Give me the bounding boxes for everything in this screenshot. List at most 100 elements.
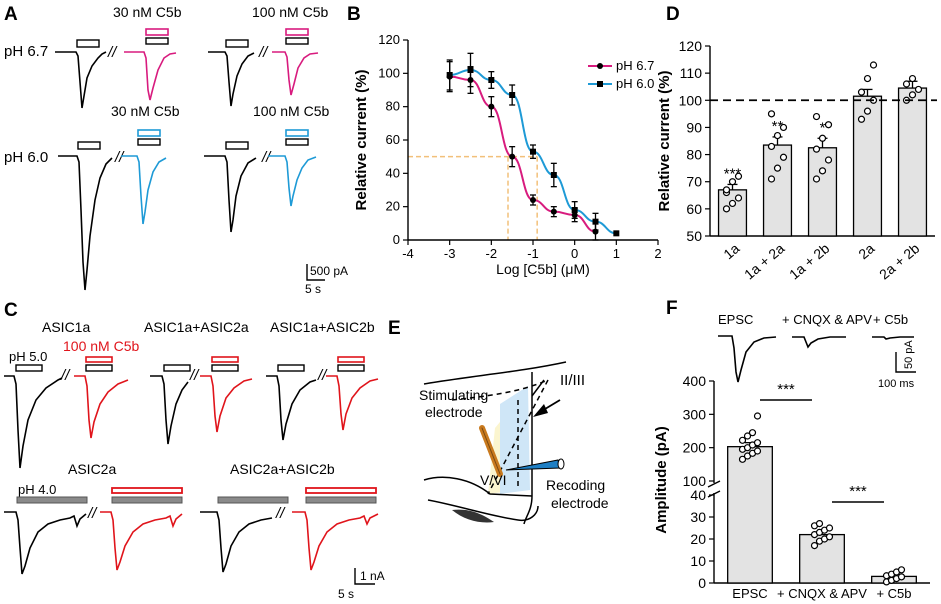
x-tick-label: 1a + 2a (741, 240, 788, 283)
x-tick-label: 2 (654, 246, 661, 261)
y-tick-label: 90 (686, 119, 702, 135)
data-point (767, 142, 776, 151)
x-tick-label: 1 (613, 246, 620, 261)
legend-label: pH 6.7 (616, 58, 654, 73)
recording-electrode-tip (557, 458, 565, 470)
panel-b-label: B (347, 4, 361, 25)
panel-a-label: A (4, 4, 18, 25)
y-tick-label: 10 (690, 553, 706, 569)
panel-c-ph-bar (277, 364, 305, 372)
panel-c-trace-c5b (292, 511, 379, 571)
data-point (908, 74, 917, 83)
panel-f-trace-label-epsc: EPSC (718, 312, 753, 327)
bar (807, 147, 838, 237)
brain-slice-outline (531, 379, 545, 397)
panel-c-title-asic1a-2a: ASIC1a+ASIC2a (144, 319, 249, 335)
data-point (743, 432, 752, 440)
data-point (734, 172, 743, 180)
data-point (825, 533, 834, 541)
x-tick-label: -3 (444, 246, 456, 261)
data-point (734, 194, 743, 202)
bar (762, 144, 793, 237)
data-point (467, 67, 474, 73)
data-point (857, 88, 866, 96)
panel-f-scale-x: 100 ms (878, 378, 915, 390)
bar (717, 189, 748, 237)
panel-c-drug-bar (337, 356, 365, 363)
panel-c-ph-bar (305, 496, 377, 504)
panel-c-trace-control (150, 375, 189, 445)
data-point (779, 123, 788, 132)
y-tick-label: 0 (698, 575, 706, 591)
data-point (728, 199, 737, 208)
y-tick-label: 100 (378, 65, 400, 80)
panel-c-trace-control (4, 375, 63, 469)
data-point (773, 164, 782, 172)
data-point (810, 541, 819, 550)
data-point (773, 131, 782, 140)
panel-c-ph-bar (85, 364, 113, 372)
panel-e-rec-label-1: Recoding (546, 477, 605, 493)
panel-c-drug-bar (85, 356, 113, 363)
panel-c-ph-bar (16, 496, 88, 504)
panel-a-conc-row2-1: 30 nM C5b (111, 103, 180, 119)
y-tick-label: 80 (686, 147, 702, 163)
y-tick-label: 120 (679, 38, 703, 54)
y-axis-label: Relative current (%) (656, 71, 673, 212)
panel-a-break-3: // (114, 149, 125, 166)
y-tick-label: 50 (686, 228, 702, 244)
y-tick-label: 100 (679, 92, 703, 108)
panel-a-ph-bar (285, 138, 309, 146)
y-axis-label: Relative current (%) (353, 70, 370, 211)
panel-f-trace-c5b (872, 336, 914, 340)
x-tick-label: -1 (527, 246, 539, 261)
panel-c-title-asic2a: ASIC2a (68, 461, 116, 477)
x-tick-label: -4 (402, 246, 414, 261)
axis-break-mark (707, 490, 721, 498)
panel-a-break-2: // (258, 44, 269, 61)
panel-a-conc-row1-2: 100 nM C5b (252, 4, 328, 20)
panel-e-layer-bottom: V/VI (480, 472, 506, 488)
y-tick-label: 120 (378, 32, 400, 47)
bar (897, 87, 928, 237)
y-tick-label: 30 (690, 509, 706, 525)
data-point (908, 91, 917, 99)
data-point (571, 207, 578, 213)
panel-c-ph-bar (15, 364, 43, 372)
amplitude-bar-chart: 100 200 300 400 0 10 20 30 40 Amplitude (pA) EPSC +… (653, 373, 930, 601)
panel-f-scale-y: 50 pA (903, 340, 915, 369)
y-tick-label: 20 (690, 531, 706, 547)
significance-label: *** (777, 381, 795, 398)
significance-label: * (820, 119, 826, 136)
data-point (530, 197, 536, 203)
x-tick-label: + C5b (876, 586, 911, 601)
data-point (722, 205, 731, 213)
data-point (753, 447, 762, 455)
panel-a-ph-row2: pH 6.0 (4, 149, 48, 166)
panel-c-ph-row1: pH 5.0 (9, 349, 47, 364)
y-tick-label: 40 (386, 165, 400, 180)
data-point (592, 218, 599, 225)
legend-marker (597, 63, 603, 69)
panel-a-drug-bar (145, 28, 169, 36)
data-point (902, 80, 911, 88)
panel-a-ph-bar (225, 141, 249, 150)
data-point (818, 167, 827, 175)
data-point (738, 436, 747, 444)
significance-label: *** (724, 165, 742, 182)
data-point (812, 175, 821, 183)
significance-label: *** (849, 483, 867, 500)
panel-a-scale-bar (306, 264, 325, 281)
data-point (779, 153, 788, 161)
panel-a-drug-bar (285, 28, 309, 36)
data-point (767, 175, 776, 183)
data-point (869, 61, 878, 69)
panel-a-trace-control (208, 51, 255, 107)
panel-c-ph-bar (111, 496, 183, 504)
brain-slice-outline (423, 476, 533, 497)
panel-a-conc-row1-1: 30 nM C5b (113, 4, 182, 20)
panel-a-scale-y: 500 pA (310, 264, 348, 278)
data-point (818, 134, 827, 142)
panel-a-ph-bar (285, 37, 309, 45)
data-point (824, 121, 833, 129)
